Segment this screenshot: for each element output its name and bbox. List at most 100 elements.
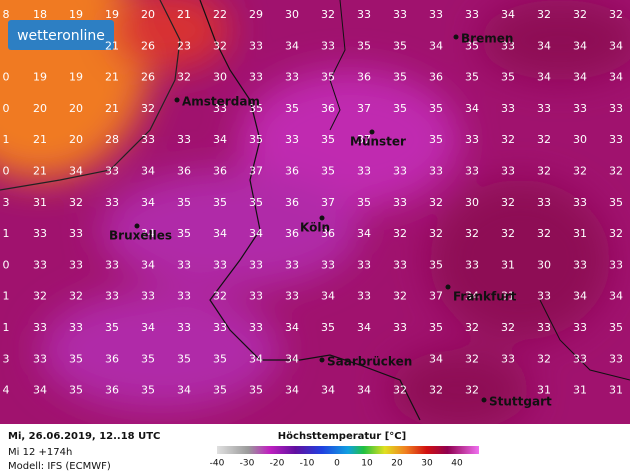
grid-value: 34 [537,71,551,84]
grid-value: 33 [573,102,587,115]
run: Mi 12 +174h [8,447,72,458]
legend-tick: 30 [421,459,433,469]
grid-value: 34 [573,39,587,52]
grid-value: 33 [249,258,263,271]
legend-tick: -40 [210,459,225,469]
grid-value: 33 [213,321,227,334]
grid-value: 35 [141,384,155,397]
legend-tick: -10 [300,459,315,469]
grid-value: 31 [573,384,587,397]
grid-value: 33 [357,290,371,303]
city-dot [319,357,325,363]
grid-value: 36 [105,352,119,365]
grid-value: 33 [573,196,587,209]
grid-value: 35 [321,71,335,84]
grid-value: 35 [393,102,407,115]
grid-value: 26 [141,39,155,52]
grid-value: 36 [285,165,299,178]
grid-value: 33 [393,258,407,271]
grid-value: 35 [177,196,191,209]
grid-value: 33 [465,258,479,271]
grid-value: 36 [321,102,335,115]
grid-value: 33 [609,352,623,365]
cities: Bremen Amsterdam Münster Köln Bruxelles Frank… [109,32,552,409]
grid-value: 35 [321,133,335,146]
grid-value: 33 [141,290,155,303]
grid-value: 34 [573,71,587,84]
grid-value: 32 [213,290,227,303]
grid-value: 32 [393,227,407,240]
grid-value: 19 [69,8,83,21]
grid-value: 33 [429,165,443,178]
grid-value: 32 [573,8,587,21]
grid-value: 32 [501,321,515,334]
grid-value: 30 [285,8,299,21]
grid-value: 33 [321,258,335,271]
grid-value: 34 [141,227,155,240]
grid-value: 30 [465,196,479,209]
grid-value: 33 [501,39,515,52]
grid-value: 34 [213,133,227,146]
grid-value: 33 [285,71,299,84]
grid-value: 31 [501,290,515,303]
grid-value: 34 [357,227,371,240]
grid-value: 33 [285,258,299,271]
grid-value: 35 [609,321,623,334]
grid-value: 32 [537,227,551,240]
grid-value: 35 [213,384,227,397]
grid-value: 35 [357,196,371,209]
grid-value: 36 [285,196,299,209]
grid-value: 34 [249,227,263,240]
grid-value: 20 [69,133,83,146]
city-dot [453,34,459,40]
grid-value: 33 [141,133,155,146]
grid-value: 35 [609,196,623,209]
grid-value: 33 [537,196,551,209]
grid-value: 34 [609,290,623,303]
grid-value: 32 [429,384,443,397]
grid-value: 34 [465,290,479,303]
grid-value: 32 [537,352,551,365]
grid-value: 36 [357,71,371,84]
grid-value: 32 [429,227,443,240]
grid-value: 34 [429,352,443,365]
grid-value: 33 [465,165,479,178]
grid-value: 33 [465,133,479,146]
grid-value: 33 [609,133,623,146]
grid-value: 36 [105,384,119,397]
grid-value: 33 [393,8,407,21]
grid-value: 35 [141,352,155,365]
city-label: Stuttgart [489,395,552,409]
grid-value: 32 [141,102,155,115]
grid-value: 33 [213,102,227,115]
city-dot [134,223,140,229]
grid-value: 33 [33,227,47,240]
grid-value: 35 [393,71,407,84]
grid-value: 33 [501,165,515,178]
grid-value: 0 [3,102,10,115]
city-dot [319,215,325,221]
grid-value: 32 [609,165,623,178]
grid-value: 35 [249,133,263,146]
grid-value: 4 [3,384,10,397]
grid-value: 23 [177,39,191,52]
grid-value: 33 [249,39,263,52]
grid-value: 33 [105,165,119,178]
grid-value: 35 [429,102,443,115]
logo[interactable]: wetteronline [17,28,105,44]
grid-value: 33 [393,321,407,334]
grid-value: 22 [213,8,227,21]
grid-value: 35 [321,321,335,334]
grid-value: 1 [3,227,10,240]
grid-value: 33 [501,102,515,115]
grid-value: 32 [33,290,47,303]
grid-value: 32 [537,133,551,146]
grid-value: 32 [537,8,551,21]
grid-value: 28 [105,133,119,146]
grid-value: 34 [573,290,587,303]
grid-value: 34 [609,71,623,84]
grid-value: 32 [573,165,587,178]
grid-value: 34 [213,227,227,240]
grid-value: 35 [429,321,443,334]
logo-box[interactable] [8,20,114,50]
